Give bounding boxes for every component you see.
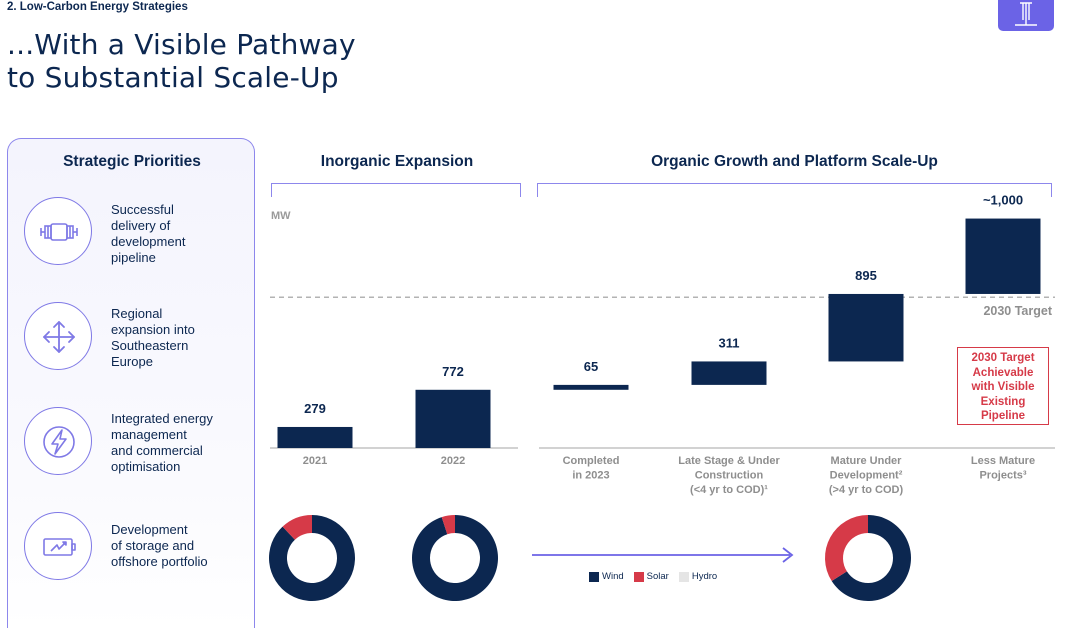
pipeline-icon [24, 197, 92, 265]
page-title-line: to Substantial Scale-Up [7, 61, 339, 94]
bar [691, 361, 767, 385]
bar [828, 293, 904, 362]
data-label: ~1,000 [983, 193, 1023, 208]
donut-slice-solar [824, 515, 868, 582]
donut-slice-solar [441, 515, 455, 535]
bracket-inorganic [271, 183, 521, 197]
logo [998, 0, 1054, 31]
strategic-priorities-panel: Strategic Priorities Successful delivery… [7, 138, 255, 628]
lightning-icon [24, 407, 92, 475]
group-title-organic: Organic Growth and Platform Scale-Up [651, 153, 938, 170]
legend-label: Wind [602, 571, 624, 582]
legend-item: Solar [633, 571, 669, 582]
x-tick-label-line: 2022 [441, 455, 465, 467]
x-tick-label-line: Construction [695, 470, 764, 482]
legend: Wind Solar Hydro [589, 571, 727, 582]
x-tick-label-line: Completed [563, 455, 620, 467]
waterfall-chart: MW 2030 Target 279 2021 772 2022 65 Completed in… [269, 193, 1055, 601]
x-tick-label-line: Mature Under [831, 455, 903, 467]
data-label: 311 [719, 335, 740, 350]
data-label: 772 [442, 364, 464, 379]
priority-label: Regional expansion into Southeastern Eur… [111, 306, 195, 369]
legend-swatch [589, 571, 599, 582]
bar [965, 218, 1041, 294]
bar [277, 426, 353, 448]
priority-label: Integrated energy management and commerc… [111, 411, 213, 474]
data-label: 65 [584, 359, 598, 374]
bar [415, 389, 491, 448]
data-label: 895 [855, 268, 877, 283]
x-tick-label-line: (>4 yr to COD) [829, 484, 904, 496]
target-label: 2030 Target [983, 304, 1052, 318]
x-tick-label-line: Development² [830, 470, 903, 482]
x-tick-label-line: Less Mature [971, 455, 1035, 467]
x-tick-label-line: Projects³ [979, 470, 1026, 482]
page-title: ...With a Visible Pathway to Substantial … [7, 28, 356, 94]
legend-item: Wind [589, 571, 624, 582]
target-note: 2030 Target Achievable with Visible Exis… [957, 347, 1049, 425]
panel-title: Strategic Priorities [63, 153, 201, 170]
bar [553, 384, 629, 390]
battery-icon [24, 512, 92, 580]
legend-item: Hydro [678, 571, 718, 582]
expand-arrows-icon [24, 302, 92, 370]
page-title-line: ...With a Visible Pathway [7, 28, 356, 61]
data-label: 279 [304, 401, 326, 416]
group-title-inorganic: Inorganic Expansion [320, 153, 474, 170]
section-label: 2. Low-Carbon Energy Strategies [7, 1, 188, 13]
x-tick-label-line: 2021 [303, 455, 327, 467]
x-tick-label: Less Mature Projects³ [971, 455, 1035, 482]
legend-swatch [633, 571, 644, 582]
x-tick-label-line: in 2023 [572, 470, 609, 482]
bracket-organic [537, 183, 1052, 197]
x-tick-label: 2022 [441, 455, 465, 467]
donut-slice-wind [269, 515, 355, 601]
x-tick-label: Completed in 2023 [563, 455, 620, 482]
y-axis-label: MW [271, 210, 291, 222]
arrow-head [782, 547, 794, 563]
donut-slice-wind [831, 515, 911, 601]
legend-swatch [678, 571, 689, 582]
legend-label: Hydro [691, 571, 718, 582]
x-tick-label-line: Late Stage & Under [678, 455, 780, 467]
legend-label: Solar [646, 571, 669, 582]
priority-label: Successful delivery of development pipel… [111, 202, 186, 265]
x-tick-label-line: (<4 yr to COD)¹ [690, 484, 768, 496]
x-tick-label: 2021 [303, 455, 327, 467]
donut-slice-solar [282, 515, 312, 540]
donut-slice-wind [412, 515, 499, 601]
x-tick-label: Mature Under Development² (>4 yr to COD) [829, 455, 904, 496]
x-tick-label: Late Stage & Under Construction (<4 yr to … [678, 455, 780, 496]
priority-label: Development of storage and offshore port… [111, 522, 208, 569]
